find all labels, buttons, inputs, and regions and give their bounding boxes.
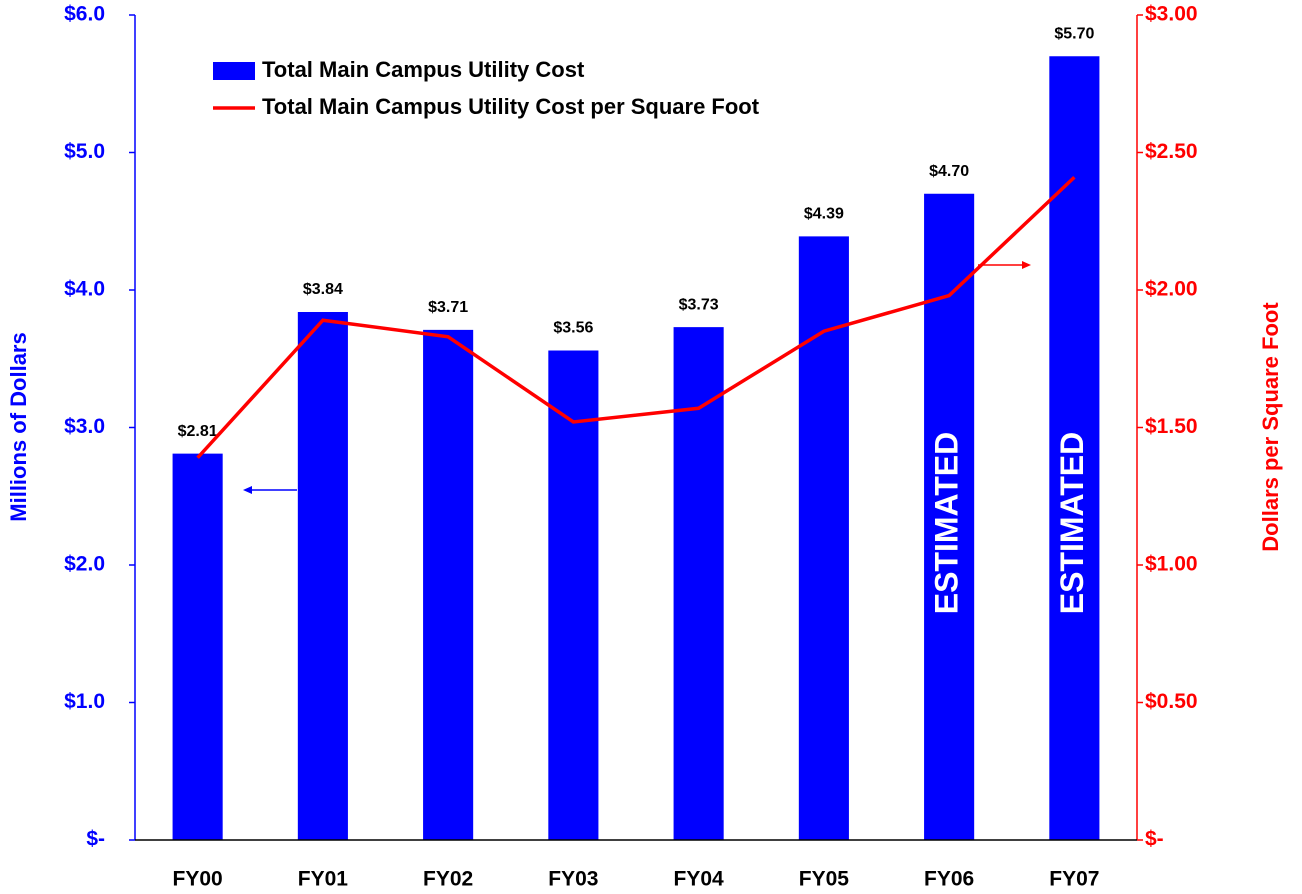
x-tick-label: FY01 bbox=[298, 868, 349, 891]
x-tick-label: FY04 bbox=[674, 868, 725, 891]
y2-tick-label: $0.50 bbox=[1145, 690, 1198, 713]
x-tick-label: FY00 bbox=[173, 868, 223, 891]
y-tick-label: $6.0 bbox=[64, 3, 105, 26]
y-tick-label: $3.0 bbox=[64, 415, 105, 438]
data-label: $3.84 bbox=[303, 281, 343, 298]
x-tick-label: FY03 bbox=[548, 868, 598, 891]
annotation: ESTIMATED bbox=[1054, 432, 1090, 615]
x-tick-label: FY02 bbox=[423, 868, 473, 891]
bar bbox=[548, 350, 599, 840]
legend-swatch bbox=[213, 62, 255, 80]
x-tick-label: FY07 bbox=[1049, 868, 1099, 891]
y-tick-label: $- bbox=[86, 828, 105, 851]
arrow-head bbox=[243, 486, 252, 494]
bar bbox=[673, 327, 724, 840]
y2-tick-label: $3.00 bbox=[1145, 3, 1198, 26]
data-label: $3.73 bbox=[679, 296, 719, 313]
y2-axis-title: Dollars per Square Foot bbox=[1258, 302, 1283, 552]
annotation: ESTIMATED bbox=[929, 432, 965, 615]
y2-tick-label: $- bbox=[1145, 828, 1164, 851]
x-tick-label: FY05 bbox=[799, 868, 850, 891]
bar bbox=[798, 236, 849, 840]
y-tick-label: $2.0 bbox=[64, 553, 105, 576]
y2-tick-label: $2.50 bbox=[1145, 140, 1198, 163]
legend-label: Total Main Campus Utility Cost bbox=[262, 57, 585, 82]
arrow-head bbox=[1022, 261, 1031, 269]
y2-tick-label: $2.00 bbox=[1145, 278, 1198, 301]
y2-tick-label: $1.50 bbox=[1145, 415, 1198, 438]
data-label: $4.39 bbox=[804, 206, 844, 223]
bar bbox=[1049, 56, 1100, 840]
bar bbox=[297, 312, 348, 840]
bar bbox=[172, 453, 223, 840]
x-tick-label: FY06 bbox=[924, 868, 974, 891]
data-label: $4.70 bbox=[929, 163, 969, 180]
y-axis-title: Millions of Dollars bbox=[6, 332, 31, 521]
data-label: $3.71 bbox=[428, 299, 468, 316]
legend-label: Total Main Campus Utility Cost per Squar… bbox=[262, 94, 760, 119]
y2-tick-label: $1.00 bbox=[1145, 553, 1198, 576]
data-label: $3.56 bbox=[553, 320, 593, 337]
y-tick-label: $5.0 bbox=[64, 140, 105, 163]
bar bbox=[423, 329, 474, 840]
data-label: $5.70 bbox=[1054, 25, 1094, 42]
line bbox=[196, 175, 1076, 459]
y-tick-label: $1.0 bbox=[64, 690, 105, 713]
y-tick-label: $4.0 bbox=[64, 278, 105, 301]
data-label: $2.81 bbox=[178, 423, 218, 440]
